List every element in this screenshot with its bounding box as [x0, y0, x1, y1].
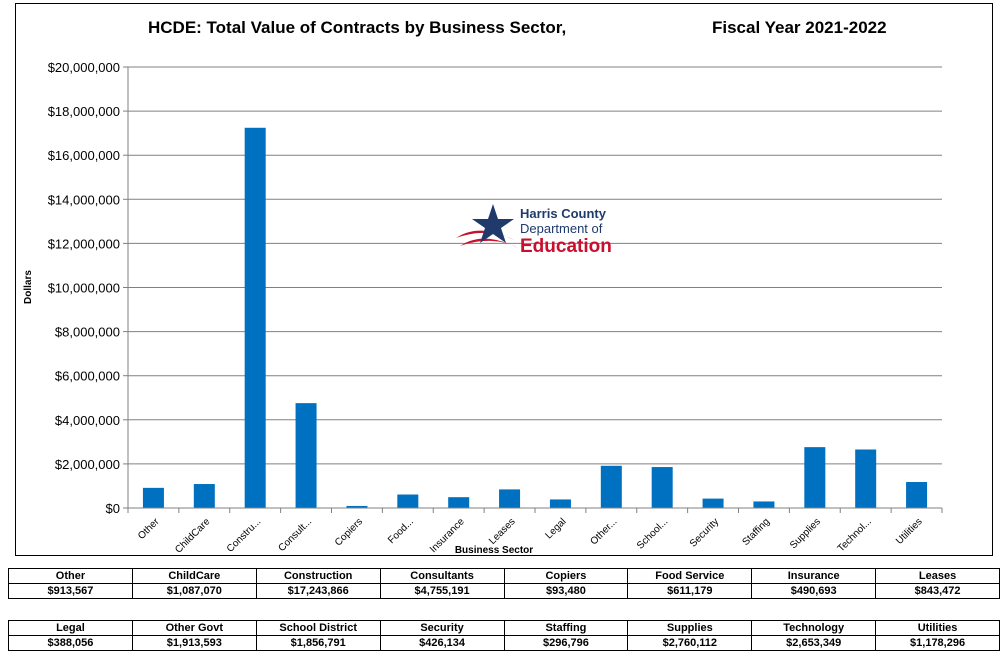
table-value-cell: $1,087,070	[131, 583, 257, 599]
table-value-row: $388,056 $1,913,593 $1,856,791 $426,134 …	[8, 635, 1000, 651]
table-value-cell: $17,243,866	[255, 583, 381, 599]
y-tick-label: $20,000,000	[48, 60, 120, 75]
table-header-cell: School District	[255, 620, 381, 636]
bar	[753, 501, 775, 508]
bar	[346, 505, 368, 508]
x-tick-label: Staffing	[740, 516, 772, 548]
table-value-cell: $1,178,296	[875, 635, 1000, 651]
bars	[142, 127, 928, 508]
x-tick-label: Technol...	[836, 516, 874, 554]
y-tick-label: $12,000,000	[48, 236, 120, 251]
table-header-cell: Supplies	[627, 620, 753, 636]
x-tick-label: Legal	[543, 516, 568, 541]
table-header-cell: Copiers	[503, 568, 629, 584]
hcde-logo: Harris County Department of Education	[456, 204, 612, 257]
bar	[193, 484, 215, 508]
table-value-cell: $2,760,112	[627, 635, 753, 651]
y-tick-label: $14,000,000	[48, 192, 120, 207]
table-value-row: $913,567 $1,087,070 $17,243,866 $4,755,1…	[8, 583, 1000, 599]
x-tick-label: ChildCare	[173, 516, 213, 555]
flag-stripe-red-2	[460, 238, 518, 248]
logo-line-2: Department of	[520, 221, 603, 236]
values-table-1: Other ChildCare Construction Consultants…	[8, 568, 1000, 599]
bar	[549, 499, 571, 508]
bar-chart: HCDE: Total Value of Contracts by Busine…	[23, 18, 943, 555]
table-header-cell: Food Service	[627, 568, 753, 584]
table-value-cell: $388,056	[8, 635, 133, 651]
x-tick-label: Constru...	[225, 516, 263, 554]
x-tick-label: Supplies	[788, 516, 823, 551]
table-value-cell: $93,480	[503, 583, 629, 599]
x-axis-ticks: Other ChildCare Constru... Consult... Copier…	[127, 508, 943, 555]
bar	[244, 127, 266, 508]
x-tick-label: Utilities	[894, 516, 925, 547]
table-header-cell: Utilities	[875, 620, 1000, 636]
table-value-cell: $426,134	[379, 635, 505, 651]
bar	[600, 465, 622, 508]
bar	[855, 449, 877, 508]
table-header-cell: Other Govt	[131, 620, 257, 636]
table-header-row: Other ChildCare Construction Consultants…	[8, 568, 1000, 584]
chart-title: HCDE: Total Value of Contracts by Busine…	[148, 18, 566, 37]
table-value-cell: $1,913,593	[131, 635, 257, 651]
table-value-cell: $4,755,191	[379, 583, 505, 599]
bar	[397, 494, 419, 508]
table-value-cell: $296,796	[503, 635, 629, 651]
y-tick-label: $0	[106, 501, 120, 516]
bar	[651, 467, 673, 508]
bar	[804, 447, 826, 508]
table-header-cell: Technology	[751, 620, 877, 636]
bar	[702, 498, 724, 508]
table-header-cell: ChildCare	[131, 568, 257, 584]
bar	[448, 497, 470, 508]
table-value-cell: $2,653,349	[751, 635, 877, 651]
y-tick-label: $6,000,000	[55, 369, 120, 384]
table-header-cell: Other	[8, 568, 133, 584]
bar	[906, 482, 928, 508]
x-tick-label: School...	[635, 516, 670, 551]
y-axis-title: Dollars	[23, 270, 34, 304]
y-tick-label: $18,000,000	[48, 104, 120, 119]
table-header-cell: Consultants	[379, 568, 505, 584]
logo-line-3: Education	[520, 236, 612, 257]
values-table-2: Legal Other Govt School District Securit…	[8, 620, 1000, 651]
bar	[499, 489, 521, 508]
table-header-row: Legal Other Govt School District Securit…	[8, 620, 1000, 636]
table-value-cell: $490,693	[751, 583, 877, 599]
table-header-cell: Security	[379, 620, 505, 636]
chart-subtitle: Fiscal Year 2021-2022	[712, 18, 887, 37]
chart-frame: HCDE: Total Value of Contracts by Busine…	[15, 3, 993, 556]
flag-stripe-red	[456, 230, 514, 240]
x-tick-label: Leases	[487, 516, 518, 547]
table-value-cell: $611,179	[627, 583, 753, 599]
table-header-cell: Insurance	[751, 568, 877, 584]
table-header-cell: Leases	[875, 568, 1000, 584]
y-tick-label: $2,000,000	[55, 457, 120, 472]
x-tick-label: Security	[688, 516, 721, 549]
bar	[142, 487, 164, 508]
x-tick-label: Copiers	[333, 516, 365, 548]
x-axis-title: Business Sector	[455, 545, 533, 555]
y-axis-ticks: $0 $2,000,000 $4,000,000 $6,000,000 $8,000,0…	[48, 60, 128, 516]
y-tick-label: $4,000,000	[55, 413, 120, 428]
y-tick-label: $10,000,000	[48, 281, 120, 296]
x-tick-label: Consult...	[277, 516, 315, 554]
bar	[295, 403, 317, 508]
star-icon	[472, 204, 514, 243]
table-header-cell: Legal	[8, 620, 133, 636]
y-tick-label: $8,000,000	[55, 325, 120, 340]
table-value-cell: $913,567	[8, 583, 133, 599]
x-tick-label: Other	[136, 516, 162, 542]
table-header-cell: Staffing	[503, 620, 629, 636]
x-tick-label: Other...	[588, 516, 619, 547]
x-tick-label: Food...	[386, 516, 416, 546]
table-header-cell: Construction	[255, 568, 381, 584]
table-value-cell: $1,856,791	[255, 635, 381, 651]
y-tick-label: $16,000,000	[48, 148, 120, 163]
logo-line-1: Harris County	[520, 206, 607, 221]
table-value-cell: $843,472	[875, 583, 1000, 599]
axes	[127, 67, 942, 509]
